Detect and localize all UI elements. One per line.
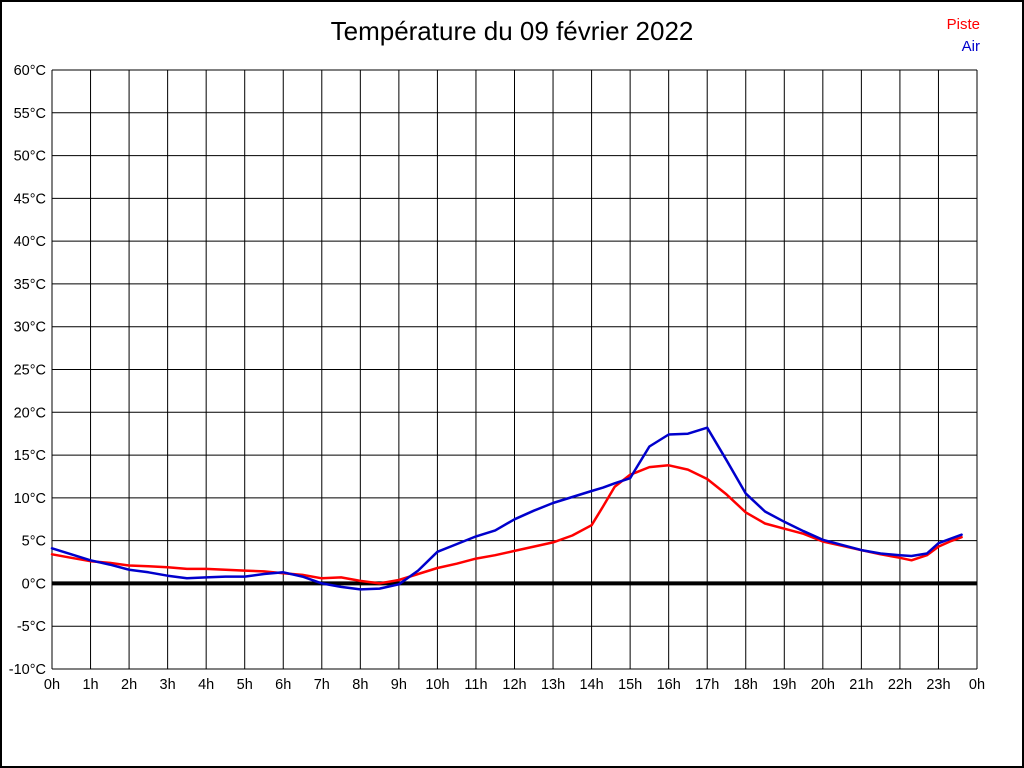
y-tick-label: 55°C xyxy=(14,106,46,122)
y-tick-label: 10°C xyxy=(14,491,46,507)
y-tick-label: 45°C xyxy=(14,191,46,207)
y-tick-label: 35°C xyxy=(14,277,46,293)
x-tick-label: 17h xyxy=(695,677,719,693)
x-tick-label: 5h xyxy=(237,677,253,693)
x-tick-label: 10h xyxy=(425,677,449,693)
x-tick-label: 23h xyxy=(926,677,950,693)
x-axis-labels: 0h 1h 2h 3h 4h 5h 6h 7h 8h 9h 10h 11h 12h 13h 14h 15h 16… xyxy=(44,677,985,693)
x-tick-label: 16h xyxy=(657,677,681,693)
legend-item-piste: Piste xyxy=(946,16,980,33)
x-tick-label: 19h xyxy=(772,677,796,693)
y-tick-label: 25°C xyxy=(14,363,46,379)
x-tick-label: 9h xyxy=(391,677,407,693)
x-tick-label: 8h xyxy=(352,677,368,693)
x-tick-label: 7h xyxy=(314,677,330,693)
chart-title: Température du 09 février 2022 xyxy=(330,16,694,46)
x-tick-label: 20h xyxy=(811,677,835,693)
x-tick-label: 0h xyxy=(969,677,985,693)
x-tick-label: 6h xyxy=(275,677,291,693)
x-tick-label: 3h xyxy=(160,677,176,693)
y-tick-label: -10°C xyxy=(9,662,46,678)
y-tick-label: 20°C xyxy=(14,405,46,421)
x-tick-label: 13h xyxy=(541,677,565,693)
x-tick-label: 11h xyxy=(464,677,487,693)
x-tick-label: 1h xyxy=(82,677,98,693)
y-tick-label: 50°C xyxy=(14,149,46,165)
x-tick-label: 14h xyxy=(579,677,603,693)
y-tick-label: 5°C xyxy=(22,534,46,550)
y-tick-label: 60°C xyxy=(14,63,46,79)
chart-legend: Piste Air xyxy=(947,14,980,58)
legend-item-air: Air xyxy=(961,38,980,55)
x-tick-label: 21h xyxy=(849,677,873,693)
x-tick-label: 22h xyxy=(888,677,912,693)
y-tick-label: -5°C xyxy=(17,619,46,635)
y-tick-label: 0°C xyxy=(22,576,46,592)
x-tick-label: 15h xyxy=(618,677,642,693)
y-tick-label: 30°C xyxy=(14,320,46,336)
series-air xyxy=(50,426,963,591)
x-tick-label: 12h xyxy=(502,677,526,693)
x-tick-label: 18h xyxy=(734,677,758,693)
y-tick-label: 40°C xyxy=(14,234,46,250)
x-tick-label: 2h xyxy=(121,677,137,693)
y-tick-label: 15°C xyxy=(14,448,46,464)
y-axis-labels: 60°C 55°C 50°C 45°C 40°C 35°C 30°C 25°C 20°C 15°C… xyxy=(9,63,46,678)
x-tick-label: 0h xyxy=(44,677,60,693)
x-tick-label: 4h xyxy=(198,677,214,693)
